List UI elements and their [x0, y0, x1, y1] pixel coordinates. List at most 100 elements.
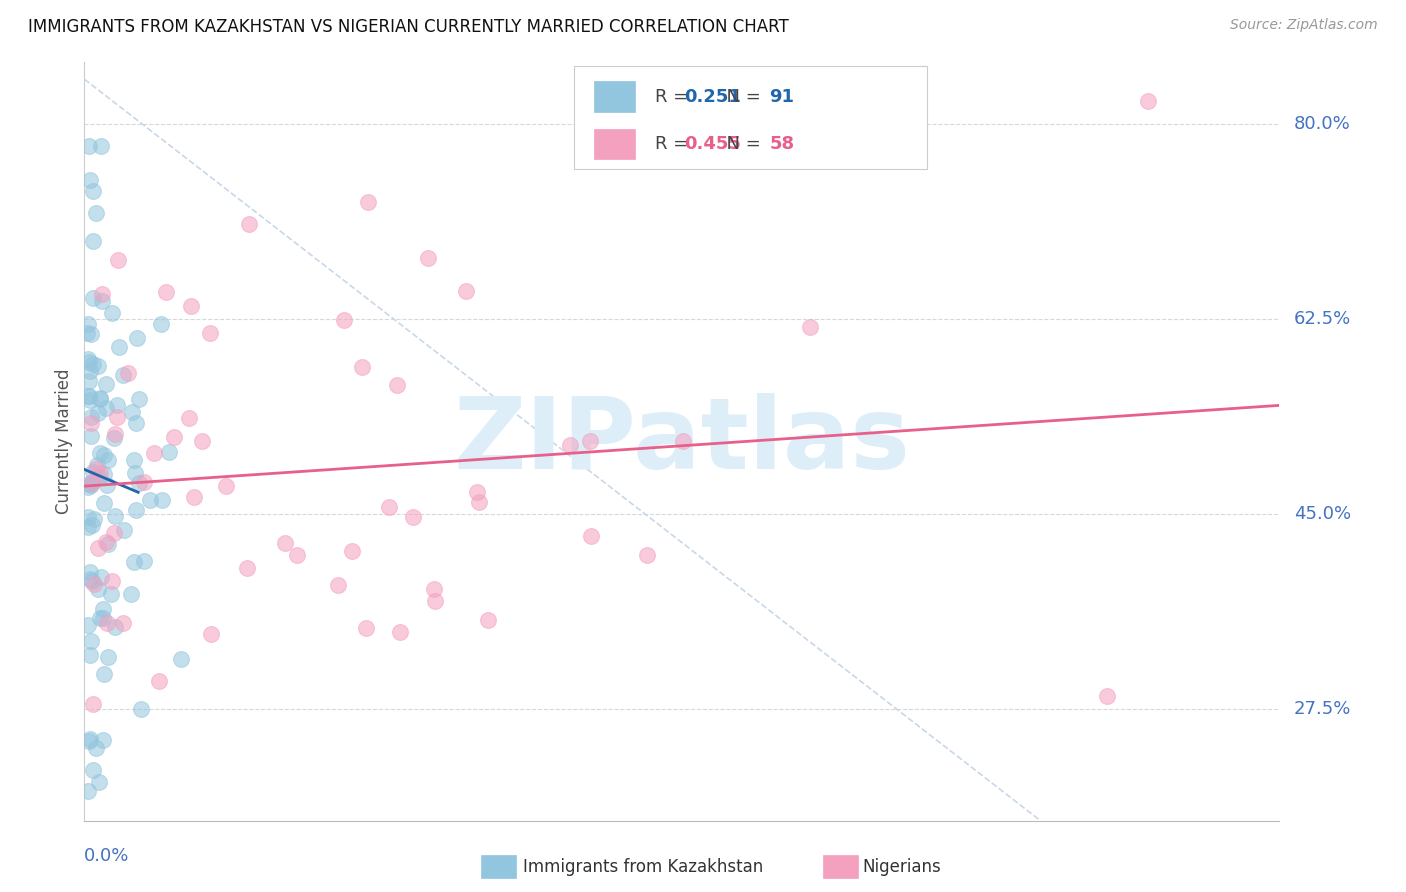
Point — [91, 732, 114, 747]
Point — [179, 411, 201, 425]
Point — [79, 355, 101, 369]
FancyBboxPatch shape — [575, 66, 927, 169]
Point — [402, 509, 425, 524]
Point — [77, 139, 100, 153]
Point — [89, 446, 111, 460]
Text: 0.251: 0.251 — [685, 87, 741, 105]
Point — [77, 389, 100, 403]
Point — [122, 555, 145, 569]
Point — [155, 285, 177, 300]
Point — [86, 458, 108, 472]
Point — [169, 651, 191, 665]
Text: N =: N = — [714, 135, 766, 153]
Point — [97, 650, 120, 665]
Text: Immigrants from Kazakhstan: Immigrants from Kazakhstan — [523, 858, 763, 876]
Point — [128, 475, 150, 490]
Point — [108, 340, 131, 354]
Point — [150, 492, 173, 507]
Point — [100, 587, 122, 601]
Point — [477, 613, 499, 627]
Point — [799, 319, 821, 334]
Point — [79, 565, 101, 579]
Point — [77, 520, 100, 534]
Point — [83, 576, 105, 591]
Point — [86, 582, 108, 597]
Point — [465, 484, 488, 499]
Point — [423, 594, 446, 608]
Point — [378, 500, 401, 514]
Point — [97, 537, 120, 551]
Point — [215, 478, 238, 492]
Point — [105, 410, 128, 425]
FancyBboxPatch shape — [593, 128, 636, 159]
Text: R =: R = — [655, 135, 695, 153]
Point — [96, 453, 118, 467]
Point — [82, 697, 104, 711]
Point — [82, 764, 104, 778]
Point — [86, 741, 108, 756]
Text: N =: N = — [714, 87, 766, 105]
Point — [352, 359, 374, 374]
Point — [79, 364, 101, 378]
Point — [148, 674, 170, 689]
Point — [128, 392, 150, 407]
Point — [84, 461, 107, 475]
Point — [672, 434, 695, 449]
Point — [112, 524, 135, 538]
Point — [83, 512, 105, 526]
FancyBboxPatch shape — [593, 81, 636, 112]
Point — [82, 234, 104, 248]
Point — [198, 326, 221, 340]
Point — [125, 416, 148, 430]
Point — [91, 602, 114, 616]
Point — [560, 438, 582, 452]
Point — [354, 622, 377, 636]
Point — [236, 561, 259, 575]
Point — [579, 434, 602, 449]
Point — [101, 306, 124, 320]
Point — [79, 392, 101, 407]
Point — [89, 611, 111, 625]
Point — [77, 783, 100, 797]
Point — [80, 477, 103, 491]
Text: 0.455: 0.455 — [685, 135, 741, 153]
Point — [91, 611, 114, 625]
Point — [342, 544, 364, 558]
Point — [180, 299, 202, 313]
Point — [112, 368, 135, 382]
Point — [416, 251, 439, 265]
Y-axis label: Currently Married: Currently Married — [55, 368, 73, 515]
Point — [326, 577, 349, 591]
Point — [96, 377, 118, 392]
Point — [80, 428, 103, 442]
Point — [89, 774, 111, 789]
Point — [76, 317, 98, 331]
Point — [79, 416, 101, 430]
Point — [96, 615, 118, 630]
Point — [77, 351, 100, 366]
Point — [82, 465, 104, 479]
Point — [86, 206, 108, 220]
Point — [132, 554, 155, 568]
Point — [200, 627, 222, 641]
Point — [238, 217, 260, 231]
Point — [89, 392, 111, 407]
Point — [82, 291, 104, 305]
Point — [79, 732, 101, 747]
Point — [121, 405, 143, 419]
Text: 45.0%: 45.0% — [1294, 505, 1351, 523]
Point — [422, 582, 444, 597]
Point — [77, 477, 100, 491]
Point — [77, 375, 100, 389]
Point — [90, 570, 112, 584]
Point — [127, 331, 149, 345]
Point — [80, 410, 103, 425]
Point — [104, 620, 127, 634]
Point — [191, 434, 214, 448]
Text: ZIPatlas: ZIPatlas — [454, 393, 910, 490]
Point — [163, 430, 186, 444]
Point — [122, 453, 145, 467]
Point — [79, 648, 101, 663]
Point — [581, 529, 603, 543]
Point — [117, 366, 139, 380]
